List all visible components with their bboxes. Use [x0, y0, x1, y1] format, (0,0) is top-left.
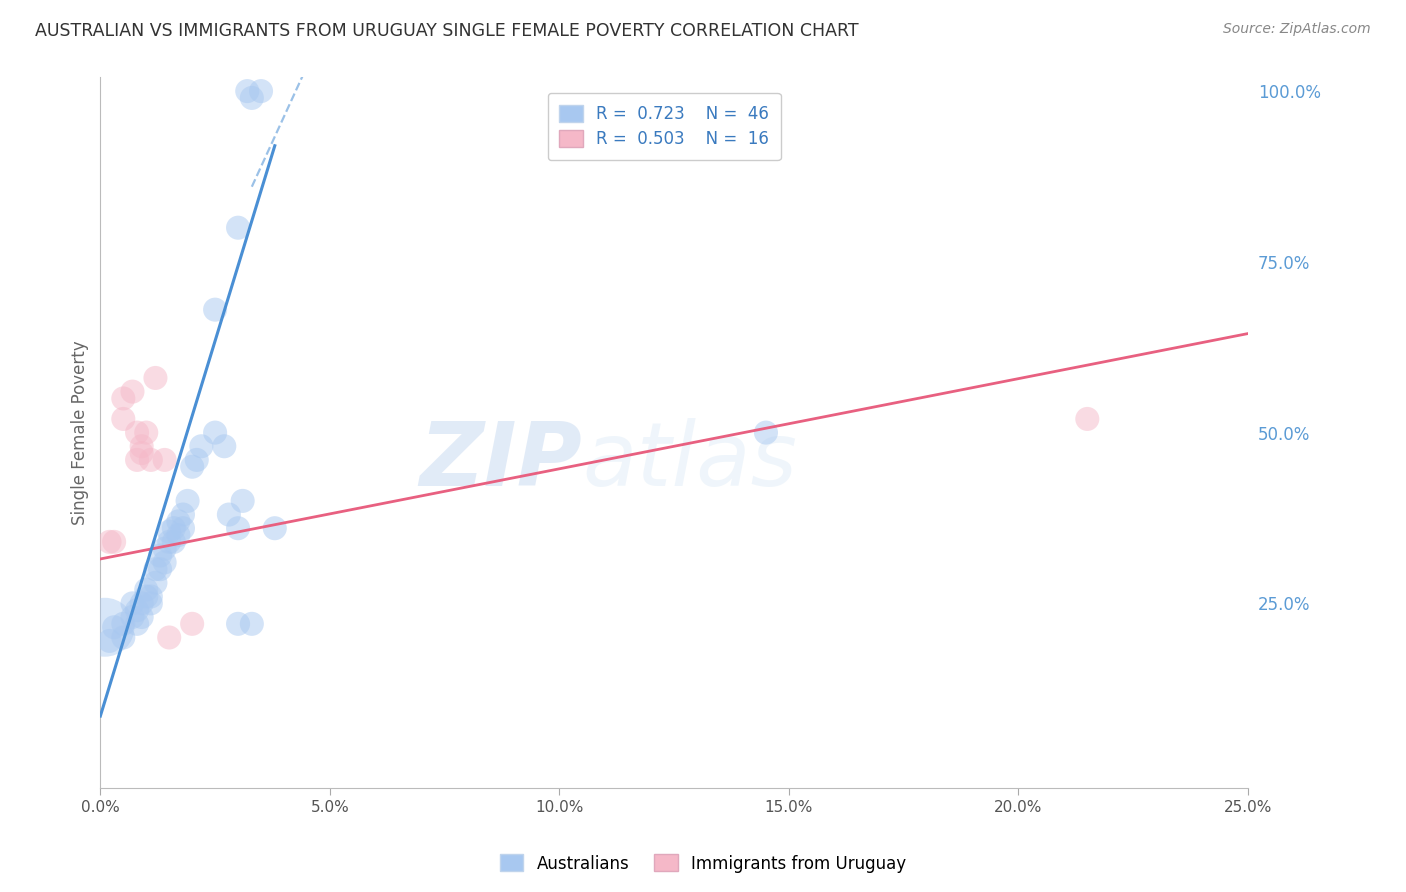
Point: [112, 631, 135, 645]
Point: [226, 616, 249, 631]
Legend: Australians, Immigrants from Uruguay: Australians, Immigrants from Uruguay: [494, 847, 912, 880]
Point: [157, 631, 180, 645]
Point: [135, 425, 157, 440]
Point: [139, 596, 162, 610]
Point: [125, 603, 148, 617]
Point: [131, 596, 153, 610]
Point: [157, 534, 180, 549]
Point: [121, 610, 143, 624]
Point: [121, 596, 143, 610]
Legend: R =  0.723    N =  46, R =  0.503    N =  16: R = 0.723 N = 46, R = 0.503 N = 16: [548, 93, 780, 160]
Text: ZIP: ZIP: [419, 417, 582, 505]
Text: atlas: atlas: [582, 418, 797, 504]
Point: [218, 508, 240, 522]
Point: [149, 562, 172, 576]
Point: [204, 425, 226, 440]
Point: [250, 84, 273, 98]
Point: [190, 439, 212, 453]
Point: [163, 521, 186, 535]
Point: [103, 620, 125, 634]
Point: [125, 616, 148, 631]
Point: [214, 439, 236, 453]
Point: [167, 515, 190, 529]
Point: [186, 453, 208, 467]
Point: [121, 384, 143, 399]
Point: [139, 453, 162, 467]
Point: [153, 541, 176, 556]
Text: Source: ZipAtlas.com: Source: ZipAtlas.com: [1223, 22, 1371, 37]
Point: [153, 453, 176, 467]
Point: [172, 521, 194, 535]
Point: [135, 582, 157, 597]
Text: AUSTRALIAN VS IMMIGRANTS FROM URUGUAY SINGLE FEMALE POVERTY CORRELATION CHART: AUSTRALIAN VS IMMIGRANTS FROM URUGUAY SI…: [35, 22, 859, 40]
Point: [1076, 412, 1098, 426]
Point: [131, 439, 153, 453]
Point: [240, 616, 263, 631]
Point: [112, 412, 135, 426]
Point: [139, 590, 162, 604]
Point: [167, 528, 190, 542]
Point: [103, 534, 125, 549]
Point: [163, 534, 186, 549]
Point: [181, 459, 204, 474]
Point: [149, 549, 172, 563]
Point: [145, 371, 167, 385]
Point: [157, 524, 180, 539]
Point: [153, 555, 176, 569]
Point: [181, 616, 204, 631]
Point: [236, 84, 259, 98]
Point: [145, 575, 167, 590]
Y-axis label: Single Female Poverty: Single Female Poverty: [72, 340, 89, 524]
Point: [135, 590, 157, 604]
Point: [263, 521, 285, 535]
Point: [145, 562, 167, 576]
Point: [172, 508, 194, 522]
Point: [204, 302, 226, 317]
Point: [226, 521, 249, 535]
Point: [112, 616, 135, 631]
Point: [98, 534, 121, 549]
Point: [240, 91, 263, 105]
Point: [94, 620, 117, 634]
Point: [112, 392, 135, 406]
Point: [131, 446, 153, 460]
Point: [226, 220, 249, 235]
Point: [755, 425, 778, 440]
Point: [125, 453, 148, 467]
Point: [98, 634, 121, 648]
Point: [176, 494, 198, 508]
Point: [131, 610, 153, 624]
Point: [232, 494, 254, 508]
Point: [125, 425, 148, 440]
